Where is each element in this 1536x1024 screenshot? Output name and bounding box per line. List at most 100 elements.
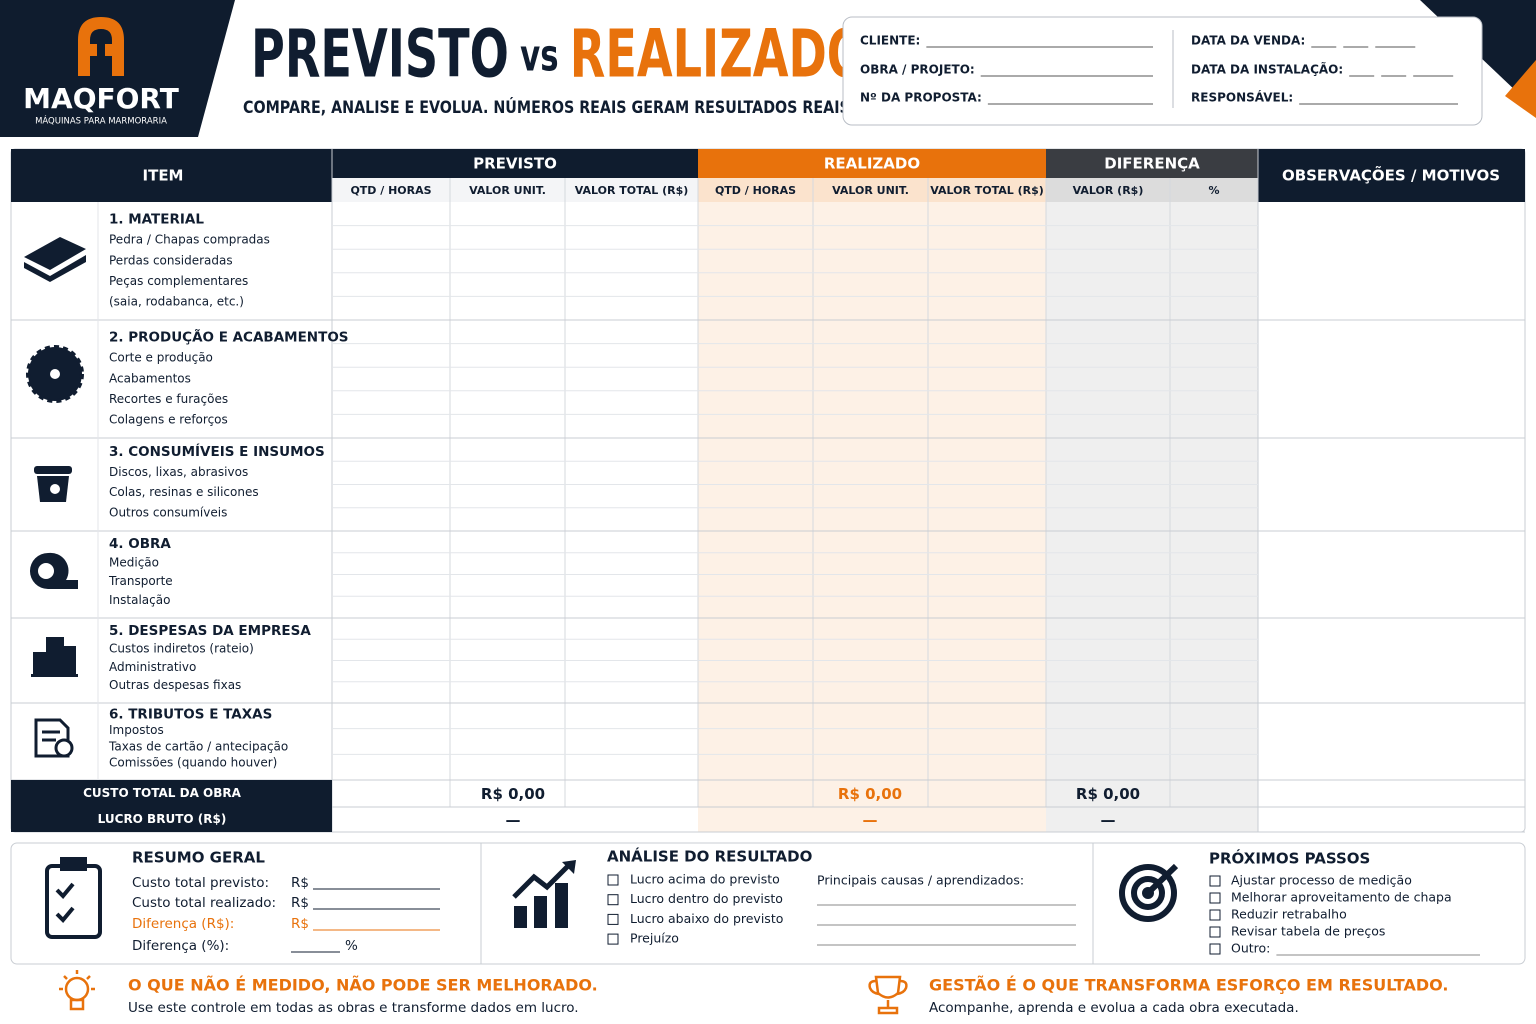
checkbox[interactable] bbox=[1209, 926, 1221, 938]
section-item: Comissões (quando houver) bbox=[109, 756, 277, 770]
total-value: R$ 0,00 bbox=[838, 785, 902, 803]
info-label: OBRA / PROJETO: bbox=[860, 63, 975, 77]
group-header: PREVISTO bbox=[473, 155, 557, 173]
total-label-bg bbox=[11, 780, 332, 807]
logo-tagline: MÁQUINAS PARA MARMORARIA bbox=[35, 115, 167, 127]
column-header: VALOR TOTAL (R$) bbox=[930, 184, 1044, 197]
section-item: Transporte bbox=[108, 574, 173, 588]
section-title: 1. MATERIAL bbox=[109, 212, 204, 228]
column-bg bbox=[1046, 202, 1258, 832]
item-header: ITEM bbox=[143, 167, 184, 185]
next-steps-title: PRÓXIMOS PASSOS bbox=[1209, 849, 1370, 868]
section-item: Medição bbox=[109, 555, 159, 569]
next-step-option: Ajustar processo de medição bbox=[1231, 873, 1412, 888]
bottom-panel bbox=[10, 842, 1526, 965]
icon-saw bbox=[26, 345, 84, 403]
section-item: Outros consumíveis bbox=[109, 505, 227, 519]
icon-bucket bbox=[34, 466, 72, 502]
next-step-option: Reduzir retrabalho bbox=[1231, 907, 1347, 922]
column-header: VALOR UNIT. bbox=[469, 184, 546, 197]
icon-trophy bbox=[868, 975, 908, 1015]
obs-header: OBSERVAÇÕES / MOTIVOS bbox=[1282, 166, 1500, 185]
checkbox[interactable] bbox=[607, 913, 619, 925]
next-step-option: Melhorar aproveitamento de chapa bbox=[1231, 890, 1452, 905]
icon-building bbox=[31, 637, 78, 677]
column-header: VALOR UNIT. bbox=[832, 184, 909, 197]
section-item: Recortes e furações bbox=[109, 392, 228, 406]
analysis-option: Prejuízo bbox=[630, 931, 679, 946]
section-item: Colagens e reforços bbox=[109, 412, 228, 426]
analysis-option: Lucro dentro do previsto bbox=[630, 891, 783, 906]
next-step-option: Revisar tabela de preços bbox=[1231, 924, 1385, 939]
analysis-option: Lucro acima do previsto bbox=[630, 872, 780, 887]
checkbox[interactable] bbox=[1209, 892, 1221, 904]
section-item: Peças complementares bbox=[109, 274, 248, 288]
summary-label: Custo total realizado: bbox=[132, 895, 276, 911]
info-label: DATA DA VENDA: bbox=[1191, 34, 1305, 48]
summary-prefix: R$ bbox=[291, 916, 309, 932]
notes-label: Principais causas / aprendizados: bbox=[817, 873, 1024, 888]
icon-document bbox=[34, 718, 74, 758]
icon-clipboard bbox=[45, 857, 102, 939]
total-value: — bbox=[506, 811, 521, 829]
column-header: VALOR TOTAL (R$) bbox=[575, 184, 689, 197]
section-title: 5. DESPESAS DA EMPRESA bbox=[109, 623, 311, 639]
total-value: R$ 0,00 bbox=[481, 785, 545, 803]
next-step-option: Outro: bbox=[1231, 941, 1270, 956]
footer-text: Use este controle em todas as obras e tr… bbox=[128, 1000, 579, 1016]
info-label: CLIENTE: bbox=[860, 34, 920, 48]
section-item: Instalação bbox=[109, 593, 170, 607]
section-title: 6. TRIBUTOS E TAXAS bbox=[109, 707, 272, 723]
icon-bulb bbox=[59, 970, 95, 1011]
total-label: LUCRO BRUTO (R$) bbox=[98, 812, 227, 826]
section-item: (saia, rodabanca, etc.) bbox=[109, 294, 244, 308]
obs-header-bg bbox=[1258, 149, 1525, 202]
title-realizado: REALIZADO bbox=[570, 16, 866, 92]
main-title: PREVISTO vs REALIZADO bbox=[251, 16, 866, 92]
column-bg bbox=[332, 202, 698, 832]
column-header: VALOR (R$) bbox=[1073, 184, 1144, 197]
total-value: — bbox=[863, 811, 878, 829]
section-title: 3. CONSUMÍVEIS E INSUMOS bbox=[109, 443, 325, 460]
section-item: Discos, lixas, abrasivos bbox=[109, 465, 248, 479]
section-item: Acabamentos bbox=[109, 371, 191, 385]
section-item: Impostos bbox=[109, 723, 164, 737]
section-item: Taxas de cartão / antecipação bbox=[108, 739, 288, 753]
checkbox[interactable] bbox=[607, 894, 619, 906]
checkbox[interactable] bbox=[1209, 875, 1221, 887]
total-value: — bbox=[1101, 811, 1116, 829]
icon-slabs bbox=[24, 237, 86, 282]
section-item: Administrativo bbox=[109, 660, 196, 674]
info-label: DATA DA INSTALAÇÃO: bbox=[1191, 62, 1343, 77]
group-header-bg bbox=[698, 149, 1046, 178]
section-item: Pedra / Chapas compradas bbox=[109, 233, 270, 247]
section-item: Corte e produção bbox=[109, 351, 213, 365]
summary-prefix: R$ bbox=[291, 895, 309, 911]
subtitle: COMPARE, ANALISE E EVOLUA. NÚMEROS REAIS… bbox=[243, 97, 855, 118]
group-header-bg bbox=[1046, 149, 1258, 178]
summary-title: RESUMO GERAL bbox=[132, 849, 265, 867]
summary-prefix: R$ bbox=[291, 875, 309, 891]
icon-growth bbox=[512, 860, 576, 928]
total-value: R$ 0,00 bbox=[1076, 785, 1140, 803]
total-label-bg bbox=[11, 807, 332, 832]
checkbox[interactable] bbox=[1209, 909, 1221, 921]
checkbox[interactable] bbox=[607, 933, 619, 945]
section-title: 4. OBRA bbox=[109, 536, 171, 552]
checkbox[interactable] bbox=[607, 874, 619, 886]
group-header-bg bbox=[332, 149, 698, 178]
subheader-bg bbox=[1046, 178, 1258, 202]
section-item: Custos indiretos (rateio) bbox=[109, 642, 254, 656]
column-bg bbox=[698, 202, 1046, 832]
checkbox[interactable] bbox=[1209, 943, 1221, 955]
group-header: DIFERENÇA bbox=[1104, 155, 1200, 173]
total-label: CUSTO TOTAL DA OBRA bbox=[83, 786, 242, 800]
analysis-option: Lucro abaixo do previsto bbox=[630, 911, 783, 926]
section-item: Colas, resinas e silicones bbox=[109, 485, 259, 499]
icon-tape bbox=[29, 552, 78, 589]
info-label: RESPONSÁVEL: bbox=[1191, 90, 1293, 105]
subheader-bg bbox=[698, 178, 1046, 202]
footer-text: Acompanhe, aprenda e evolua a cada obra … bbox=[929, 1000, 1299, 1016]
section-item: Outras despesas fixas bbox=[109, 678, 241, 692]
